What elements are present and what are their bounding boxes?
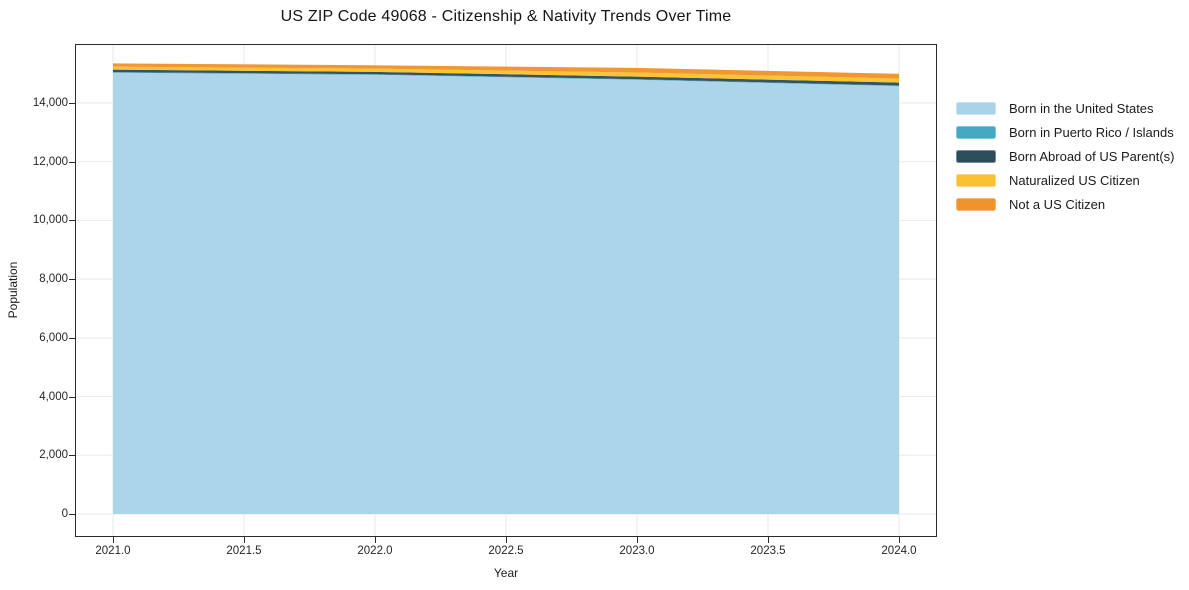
legend-swatch [956,174,996,187]
x-tick-mark [243,537,245,543]
plot-frame [75,44,937,537]
x-axis-label: Year [493,566,519,580]
legend-label: Naturalized US Citizen [1009,173,1140,188]
x-tick-label: 2023.0 [619,545,655,557]
legend-label: Not a US Citizen [1009,197,1106,212]
x-tick-mark [506,537,507,543]
y-tick-label: 12,000 [32,155,68,168]
area-series [112,72,900,514]
legend-item: Born Abroad of US Parent(s) [956,149,1175,164]
y-tick-mark [69,103,75,104]
y-axis-label: Population [6,261,20,319]
y-tick-label: 2,000 [39,449,68,462]
y-tick-label: 8,000 [39,273,68,286]
legend-item: Born in the United States [956,101,1174,116]
legend-item: Not a US Citizen [956,197,1174,212]
y-tick-mark [69,513,75,515]
x-tick-label: 2021.5 [226,545,262,557]
legend-label: Born in the United States [1009,101,1154,116]
x-tick-mark [899,537,900,543]
legend-swatch [956,102,996,115]
area-series [112,66,900,83]
x-tick-mark [112,537,114,543]
y-tick-label: 10,000 [32,214,68,227]
y-tick-mark [69,337,75,339]
y-tick-mark [69,220,75,222]
y-tick-label: 6,000 [39,331,68,344]
x-tick-label: 2022.5 [488,545,524,557]
legend-label: Born in Puerto Rico / Islands [1009,125,1174,140]
legend-label: Born Abroad of US Parent(s) [1009,149,1175,164]
x-tick-label: 2022.0 [357,545,393,557]
x-tick-label: 2021.0 [95,545,131,557]
x-tick-mark [374,537,376,543]
y-tick-mark [69,161,75,163]
legend: Born in the United States Born in Puerto … [956,101,1175,212]
stacked-area-plot [75,44,937,537]
y-tick-mark [69,396,75,398]
area-series [112,63,900,79]
x-tick-mark [768,537,769,543]
x-tick-mark [637,537,638,543]
y-tick-label: 14,000 [32,97,68,109]
y-tick-mark [69,279,75,281]
y-tick-label: 0 [61,507,68,520]
legend-swatch [956,126,996,139]
legend-swatch [956,150,996,163]
legend-swatch [956,198,996,211]
x-tick-label: 2024.0 [881,545,917,557]
chart-title: US ZIP Code 49068 - Citizenship & Nativi… [280,8,732,25]
x-tick-label: 2023.5 [750,545,786,557]
y-tick-mark [69,455,75,457]
legend-item: Naturalized US Citizen [956,173,1174,188]
y-tick-label: 4,000 [39,390,68,403]
legend-item: Born in Puerto Rico / Islands [956,125,1174,140]
area-series [112,69,900,86]
